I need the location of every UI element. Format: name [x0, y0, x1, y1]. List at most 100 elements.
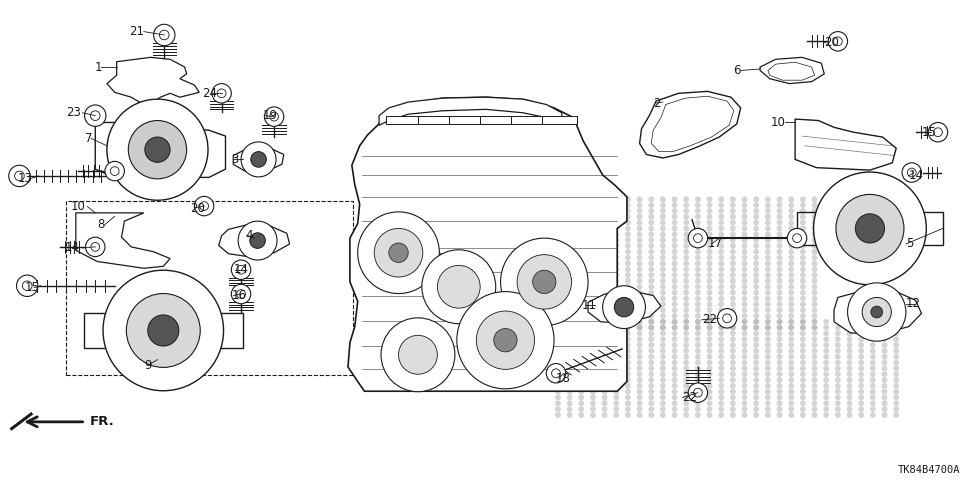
Ellipse shape [765, 325, 771, 330]
Polygon shape [834, 291, 921, 334]
Ellipse shape [765, 220, 771, 226]
Ellipse shape [812, 266, 817, 272]
Ellipse shape [637, 400, 642, 406]
Ellipse shape [800, 255, 806, 260]
Ellipse shape [765, 377, 771, 383]
Ellipse shape [753, 290, 759, 295]
Ellipse shape [730, 266, 736, 272]
Ellipse shape [777, 249, 782, 255]
Ellipse shape [695, 278, 701, 284]
Ellipse shape [555, 208, 561, 214]
Ellipse shape [590, 383, 596, 389]
Ellipse shape [730, 319, 736, 325]
Ellipse shape [730, 389, 736, 395]
Ellipse shape [812, 319, 817, 325]
Ellipse shape [730, 231, 736, 237]
Ellipse shape [730, 336, 736, 342]
Ellipse shape [882, 412, 887, 418]
Ellipse shape [718, 278, 724, 284]
Ellipse shape [672, 214, 677, 220]
Ellipse shape [148, 315, 179, 346]
Ellipse shape [742, 330, 747, 336]
Ellipse shape [683, 249, 689, 255]
Ellipse shape [590, 360, 596, 365]
Ellipse shape [613, 325, 619, 330]
Ellipse shape [835, 371, 841, 377]
Ellipse shape [555, 412, 561, 418]
Ellipse shape [660, 301, 666, 307]
Ellipse shape [683, 406, 689, 412]
Ellipse shape [637, 243, 642, 249]
Ellipse shape [648, 342, 654, 348]
Ellipse shape [672, 272, 677, 278]
Ellipse shape [730, 243, 736, 249]
Ellipse shape [688, 228, 708, 248]
Ellipse shape [753, 395, 759, 400]
Ellipse shape [742, 214, 747, 220]
Ellipse shape [625, 389, 631, 395]
Ellipse shape [672, 278, 677, 284]
Ellipse shape [625, 307, 631, 313]
Text: 12: 12 [906, 297, 920, 310]
Ellipse shape [555, 371, 561, 377]
Ellipse shape [742, 348, 747, 354]
Ellipse shape [613, 290, 619, 295]
Ellipse shape [625, 220, 631, 226]
Ellipse shape [613, 260, 619, 266]
Ellipse shape [625, 325, 631, 330]
Ellipse shape [613, 336, 619, 342]
Ellipse shape [777, 295, 782, 301]
Ellipse shape [707, 266, 712, 272]
Ellipse shape [86, 237, 105, 257]
Ellipse shape [800, 237, 806, 243]
Ellipse shape [660, 313, 666, 319]
Ellipse shape [555, 319, 561, 325]
Ellipse shape [765, 389, 771, 395]
Ellipse shape [555, 325, 561, 330]
Ellipse shape [590, 325, 596, 330]
Ellipse shape [107, 99, 208, 200]
Ellipse shape [578, 196, 584, 202]
Ellipse shape [625, 400, 631, 406]
Ellipse shape [672, 371, 677, 377]
Ellipse shape [381, 318, 455, 392]
Ellipse shape [800, 342, 806, 348]
Ellipse shape [870, 377, 876, 383]
Ellipse shape [777, 255, 782, 260]
Ellipse shape [847, 348, 852, 354]
Ellipse shape [730, 395, 736, 400]
Ellipse shape [590, 389, 596, 395]
Ellipse shape [788, 371, 794, 377]
Ellipse shape [126, 294, 200, 367]
Ellipse shape [800, 220, 806, 226]
Ellipse shape [718, 406, 724, 412]
Ellipse shape [637, 295, 642, 301]
Ellipse shape [788, 202, 794, 208]
Ellipse shape [555, 284, 561, 290]
Ellipse shape [753, 243, 759, 249]
Ellipse shape [269, 112, 278, 121]
Text: 10: 10 [71, 200, 86, 213]
Ellipse shape [707, 214, 712, 220]
Ellipse shape [648, 325, 654, 330]
Ellipse shape [683, 365, 689, 371]
Ellipse shape [555, 231, 561, 237]
Ellipse shape [718, 400, 724, 406]
Ellipse shape [765, 272, 771, 278]
Ellipse shape [672, 325, 677, 330]
Ellipse shape [730, 313, 736, 319]
Ellipse shape [567, 226, 573, 231]
Ellipse shape [637, 319, 642, 325]
Ellipse shape [812, 278, 817, 284]
Ellipse shape [753, 202, 759, 208]
Ellipse shape [555, 406, 561, 412]
Ellipse shape [695, 290, 701, 295]
Ellipse shape [695, 214, 701, 220]
Ellipse shape [625, 336, 631, 342]
Ellipse shape [660, 202, 666, 208]
Ellipse shape [870, 371, 876, 377]
Ellipse shape [788, 266, 794, 272]
Ellipse shape [648, 220, 654, 226]
Text: 22: 22 [682, 391, 697, 404]
Ellipse shape [788, 295, 794, 301]
